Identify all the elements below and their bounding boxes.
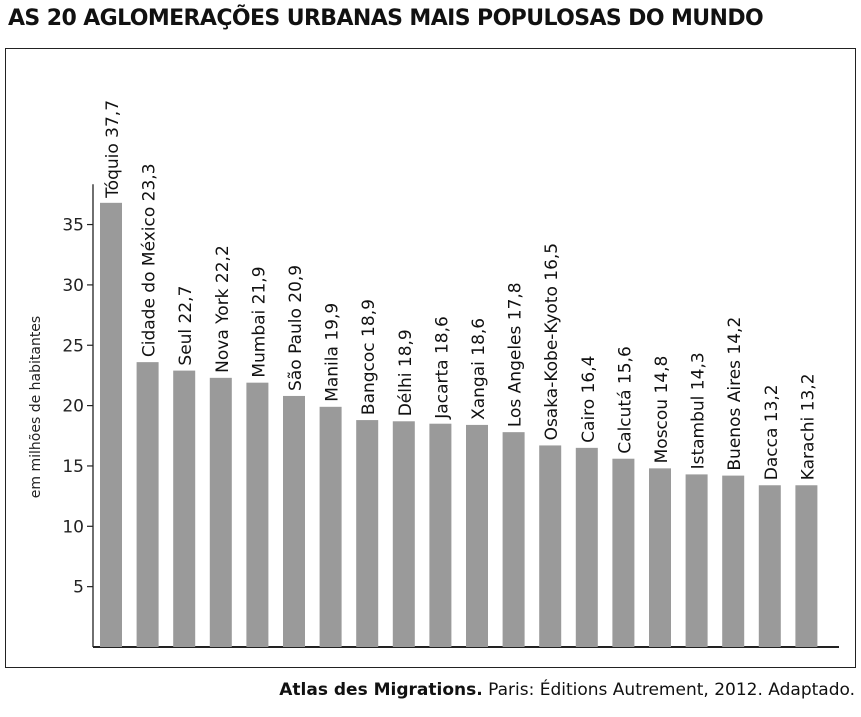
bar-19	[795, 485, 818, 647]
bar-15	[649, 468, 671, 647]
bar-chart: em milhões de habitantes 5 10 15 20 25 30 35 T…	[28, 100, 839, 648]
source-work-title: Atlas des Migrations.	[279, 680, 483, 700]
y-axis-label-group: em milhões de habitantes	[28, 316, 44, 498]
source-citation: Atlas des Migrations. Paris: Éditions Au…	[279, 680, 855, 700]
bar-label-9: Jacarta 18,6	[432, 316, 452, 420]
bar-11	[502, 432, 525, 647]
bar-label-1: Cidade do México 23,3	[140, 163, 160, 357]
y-axis-label: em milhões de habitantes	[28, 316, 44, 498]
y-tick-label: 25	[62, 336, 84, 356]
bar-label-4: Mumbai 21,9	[249, 266, 269, 377]
bar-label-3: Nova York 22,2	[213, 245, 233, 373]
bar-label-8: Délhi 18,9	[396, 329, 416, 416]
bar-18	[758, 485, 781, 647]
chart-frame: em milhões de habitantes 5 10 15 20 25 30 35 T…	[5, 48, 856, 668]
bar-4	[246, 382, 269, 647]
bar-label-16: Istambul 14,3	[689, 352, 709, 469]
bar-14	[612, 458, 635, 647]
y-tick-label: 10	[62, 517, 84, 537]
bar-7	[356, 420, 379, 647]
bar-17	[722, 475, 745, 647]
bar-label-7: Bangcoc 18,9	[359, 299, 379, 415]
bar-label-14: Calcutá 15,6	[615, 346, 635, 453]
bar-label-17: Buenos Aires 14,2	[725, 317, 745, 471]
bar-2	[173, 370, 196, 647]
bar-10	[466, 424, 488, 647]
bar-label-10: Xangai 18,6	[469, 318, 489, 420]
y-tick-label: 20	[62, 397, 84, 417]
bar-label-5: São Paulo 20,9	[286, 265, 306, 391]
bar-labels: Tóquio 37,7 Cidade do México 23,3 Seul 22,…	[103, 100, 818, 480]
bar-label-18: Dacca 13,2	[762, 384, 782, 480]
bar-6	[319, 406, 342, 647]
bar-label-13: Cairo 16,4	[579, 356, 599, 443]
bar-13	[575, 447, 598, 647]
bar-8	[392, 421, 415, 647]
bar-3	[209, 377, 232, 647]
bar-1	[136, 362, 159, 647]
chart-title: AS 20 AGLOMERAÇÕES URBANAS MAIS POPULOSA…	[8, 6, 764, 31]
source-publisher: Paris: Éditions Autrement, 2012. Adaptad…	[482, 680, 855, 700]
y-tick-label: 30	[62, 276, 84, 296]
bar-label-0: Tóquio 37,7	[103, 100, 123, 199]
bar-12	[539, 445, 562, 647]
bar-0	[100, 202, 122, 647]
bar-label-15: Moscou 14,8	[652, 356, 672, 464]
bar-label-11: Los Angeles 17,8	[506, 282, 526, 427]
y-tick-label: 35	[62, 216, 84, 236]
bar-9	[429, 423, 452, 647]
bar-label-12: Osaka-Kobe-Kyoto 16,5	[542, 243, 562, 441]
bar-label-2: Seul 22,7	[176, 286, 196, 366]
bar-label-19: Karachi 13,2	[798, 373, 818, 480]
bar-label-6: Manila 19,9	[323, 303, 343, 402]
bar-5	[283, 395, 305, 647]
y-tick-label: 5	[73, 578, 84, 598]
bars	[100, 202, 818, 647]
y-tick-label: 15	[62, 457, 84, 477]
bar-16	[685, 474, 708, 647]
